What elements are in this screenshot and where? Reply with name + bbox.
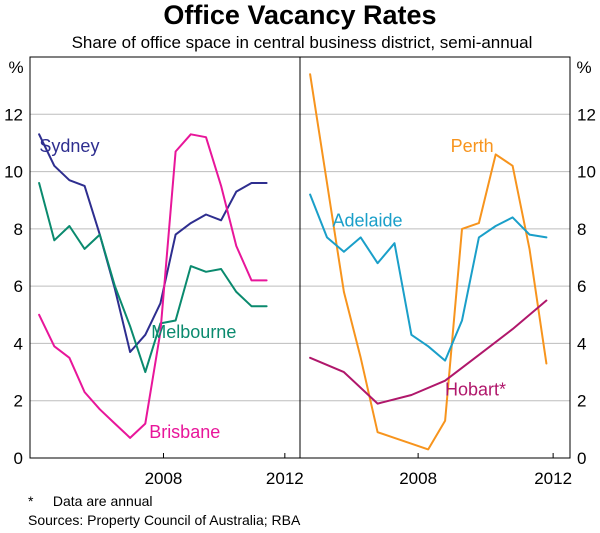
y-tick-label-left: 8 bbox=[14, 220, 23, 239]
chart-subtitle: Share of office space in central busines… bbox=[72, 33, 533, 52]
series-line-sydney bbox=[38, 133, 268, 353]
series-label-hobart: Hobart* bbox=[445, 379, 506, 399]
y-tick-label-left: 0 bbox=[14, 449, 23, 468]
series-label-sydney: Sydney bbox=[39, 136, 99, 156]
y-tick-label-left: 2 bbox=[14, 392, 23, 411]
y-tick-label-left: 12 bbox=[4, 105, 23, 124]
y-tick-label-right: 0 bbox=[577, 449, 586, 468]
y-tick-labels: 0 0 2 2 4 4 6 6 8 8 10 10 12 12 bbox=[4, 105, 596, 468]
series-line-hobart bbox=[309, 299, 548, 405]
series-label-perth: Perth bbox=[451, 136, 494, 156]
y-tick-label-left: 10 bbox=[4, 163, 23, 182]
series-labels: Sydney Melbourne Brisbane Perth Adelaide Hoba… bbox=[39, 136, 506, 442]
y-tick-label-right: 2 bbox=[577, 392, 586, 411]
x-tick-label: 2012 bbox=[266, 469, 304, 488]
x-tick-label: 2012 bbox=[534, 469, 572, 488]
x-tick-labels: 2008 2012 2008 2012 bbox=[145, 453, 572, 488]
series-line-melbourne bbox=[38, 182, 268, 374]
y-tick-label-right: 4 bbox=[577, 334, 586, 353]
footnote: * Data are annual bbox=[28, 493, 153, 509]
series-line-perth bbox=[309, 73, 548, 451]
y-tick-label-left: 4 bbox=[14, 334, 23, 353]
y-tick-label-right: 10 bbox=[577, 163, 596, 182]
y-tick-label-left: 6 bbox=[14, 277, 23, 296]
series-label-adelaide: Adelaide bbox=[332, 210, 402, 230]
y-unit-right: % bbox=[576, 58, 591, 77]
y-unit-left: % bbox=[8, 58, 23, 77]
series-lines bbox=[38, 73, 548, 451]
series-label-melbourne: Melbourne bbox=[151, 322, 236, 342]
x-tick-label: 2008 bbox=[399, 469, 437, 488]
chart-title: Office Vacancy Rates bbox=[163, 0, 436, 30]
x-tick-label: 2008 bbox=[145, 469, 183, 488]
y-tick-label-right: 6 bbox=[577, 277, 586, 296]
series-label-brisbane: Brisbane bbox=[149, 422, 220, 442]
y-tick-label-right: 12 bbox=[577, 105, 596, 124]
series-line-adelaide bbox=[309, 193, 548, 362]
y-tick-label-right: 8 bbox=[577, 220, 586, 239]
series-line-brisbane bbox=[38, 133, 268, 439]
sources-note: Sources: Property Council of Australia; … bbox=[28, 512, 301, 528]
